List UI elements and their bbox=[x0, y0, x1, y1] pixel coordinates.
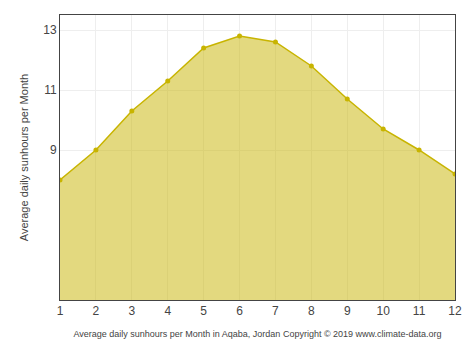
svg-text:12: 12 bbox=[448, 304, 462, 318]
svg-text:2: 2 bbox=[93, 304, 100, 318]
svg-text:10: 10 bbox=[377, 304, 391, 318]
svg-text:8: 8 bbox=[308, 304, 315, 318]
svg-text:11: 11 bbox=[44, 83, 57, 97]
svg-text:7: 7 bbox=[272, 304, 279, 318]
svg-text:13: 13 bbox=[43, 23, 57, 37]
svg-text:Average daily sunhours per Mon: Average daily sunhours per Month bbox=[18, 74, 30, 241]
svg-text:1: 1 bbox=[57, 304, 64, 318]
svg-text:9: 9 bbox=[50, 143, 57, 157]
svg-text:6: 6 bbox=[236, 304, 243, 318]
svg-text:5: 5 bbox=[200, 304, 207, 318]
svg-text:3: 3 bbox=[128, 304, 135, 318]
svg-text:11: 11 bbox=[413, 304, 426, 318]
svg-text:4: 4 bbox=[164, 304, 171, 318]
svg-text:9: 9 bbox=[344, 304, 351, 318]
svg-text:Average daily sunhours per Mon: Average daily sunhours per Month in Aqab… bbox=[73, 329, 441, 339]
